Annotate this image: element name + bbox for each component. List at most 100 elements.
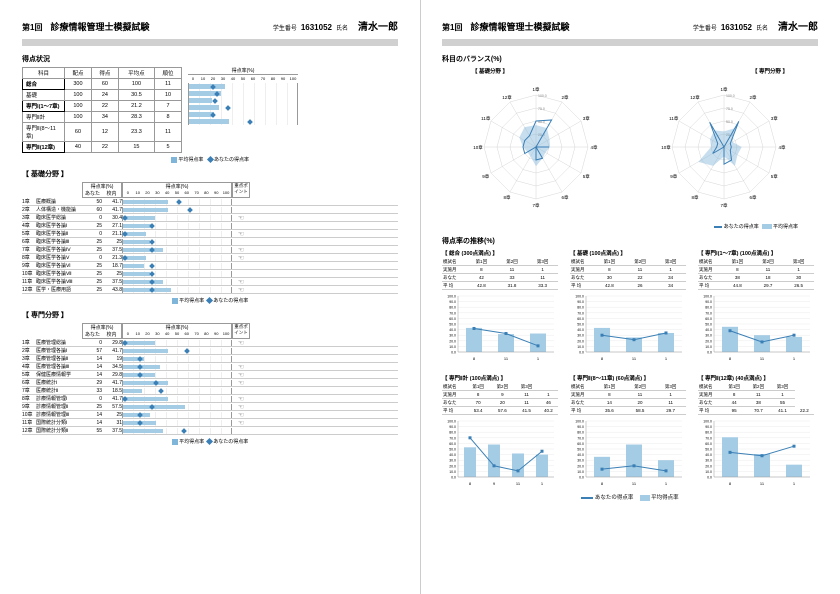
trend-chart: 【 専門Ⅱ計 (100点満点) 】模試名第1回第2回第3回 実施月89111 あ…: [442, 374, 558, 489]
svg-text:12章: 12章: [502, 94, 512, 101]
trend-section: 得点率の推移(%): [442, 236, 818, 246]
svg-text:20.0: 20.0: [577, 464, 584, 468]
svg-text:6章: 6章: [561, 194, 569, 201]
radar-basic: 1章2章3章4章5章6章7章8章9章10章11章12章25.050.075.01…: [466, 75, 606, 215]
svg-text:1: 1: [665, 356, 668, 361]
svg-text:40.0: 40.0: [449, 453, 456, 457]
svg-text:100.0: 100.0: [575, 420, 584, 424]
svg-text:0.0: 0.0: [707, 351, 712, 355]
svg-text:1: 1: [793, 356, 796, 361]
svg-text:30.0: 30.0: [449, 334, 456, 338]
svg-text:30.0: 30.0: [577, 459, 584, 463]
svg-text:10.0: 10.0: [449, 470, 456, 474]
svg-text:80.0: 80.0: [705, 306, 712, 310]
svg-text:0.0: 0.0: [451, 351, 456, 355]
svg-text:60.0: 60.0: [577, 442, 584, 446]
svg-text:60.0: 60.0: [449, 442, 456, 446]
svg-text:70.0: 70.0: [705, 311, 712, 315]
svg-text:75.0: 75.0: [538, 107, 545, 111]
svg-text:8: 8: [473, 356, 476, 361]
svg-text:8: 8: [729, 356, 732, 361]
svg-text:9章: 9章: [670, 173, 678, 180]
svg-text:9: 9: [493, 481, 496, 486]
svg-text:1章: 1章: [720, 86, 728, 93]
svg-text:20.0: 20.0: [577, 339, 584, 343]
student-id: 1631052: [301, 23, 332, 32]
svg-text:1: 1: [537, 356, 540, 361]
svg-text:11: 11: [760, 481, 765, 486]
svg-text:30.0: 30.0: [705, 459, 712, 463]
svg-text:0.0: 0.0: [579, 351, 584, 355]
separator-bar: [22, 39, 398, 46]
svg-text:75.0: 75.0: [726, 107, 733, 111]
svg-text:100.0: 100.0: [703, 295, 712, 299]
footer-legend: あなたの得点率 平均得点率: [442, 493, 818, 501]
svg-text:50.0: 50.0: [449, 448, 456, 452]
svg-text:90.0: 90.0: [449, 300, 456, 304]
svg-text:100.0: 100.0: [703, 420, 712, 424]
trend-chart: 【 総合 (300点満点) 】模試名第1回第2回第3回 実施月8111 あなた4…: [442, 249, 558, 364]
svg-text:8章: 8章: [691, 194, 699, 201]
svg-text:40.0: 40.0: [577, 328, 584, 332]
svg-text:40.0: 40.0: [577, 453, 584, 457]
svg-text:90.0: 90.0: [449, 425, 456, 429]
svg-text:4章: 4章: [590, 144, 598, 151]
svg-text:11: 11: [760, 356, 765, 361]
svg-text:0.0: 0.0: [579, 476, 584, 480]
summary-table: 科目配点得点平均点順位 総合3006010011基礎1002430.510専門Ⅰ…: [22, 67, 182, 153]
svg-text:12章: 12章: [690, 94, 700, 101]
svg-text:90.0: 90.0: [705, 300, 712, 304]
svg-text:1: 1: [541, 481, 544, 486]
trend-chart: 【 専門Ⅱ(12章) (40点満点) 】模試名第1回第2回第3回 実施月8111…: [698, 374, 814, 489]
svg-text:10.0: 10.0: [577, 345, 584, 349]
balance-section: 科目のバランス(%): [442, 54, 818, 64]
svg-text:10章: 10章: [661, 144, 671, 151]
svg-text:5章: 5章: [583, 173, 591, 180]
svg-text:50.0: 50.0: [705, 448, 712, 452]
svg-text:11: 11: [632, 356, 637, 361]
svg-text:20.0: 20.0: [705, 464, 712, 468]
svg-text:60.0: 60.0: [449, 317, 456, 321]
svg-text:20.0: 20.0: [449, 464, 456, 468]
svg-text:30.0: 30.0: [449, 459, 456, 463]
radar-specialty: 1章2章3章4章5章6章7章8章9章10章11章12章25.050.075.01…: [654, 75, 794, 215]
svg-text:10.0: 10.0: [449, 345, 456, 349]
svg-text:10.0: 10.0: [577, 470, 584, 474]
svg-text:70.0: 70.0: [449, 436, 456, 440]
svg-text:10.0: 10.0: [705, 345, 712, 349]
svg-text:50.0: 50.0: [726, 120, 733, 124]
svg-text:30.0: 30.0: [577, 334, 584, 338]
svg-text:100.0: 100.0: [575, 295, 584, 299]
svg-text:9章: 9章: [482, 173, 490, 180]
svg-text:7章: 7章: [720, 202, 728, 209]
svg-text:11章: 11章: [669, 115, 679, 122]
svg-text:40.0: 40.0: [449, 328, 456, 332]
svg-text:100.0: 100.0: [447, 295, 456, 299]
svg-text:1: 1: [793, 481, 796, 486]
svg-text:8: 8: [469, 481, 472, 486]
svg-text:80.0: 80.0: [577, 431, 584, 435]
svg-text:80.0: 80.0: [705, 431, 712, 435]
svg-text:20.0: 20.0: [705, 339, 712, 343]
svg-text:70.0: 70.0: [449, 311, 456, 315]
svg-text:11章: 11章: [481, 115, 491, 122]
svg-text:50.0: 50.0: [705, 323, 712, 327]
trend-chart: 【 専門Ⅰ(1～7章) (100点満点) 】模試名第1回第2回第3回 実施月81…: [698, 249, 814, 364]
basic-section: 【 基礎分野 】: [22, 169, 398, 179]
svg-text:8: 8: [729, 481, 732, 486]
svg-text:70.0: 70.0: [705, 436, 712, 440]
svg-text:6章: 6章: [749, 194, 757, 201]
svg-text:3章: 3章: [583, 115, 591, 122]
student-name: 清水一郎: [358, 18, 398, 33]
svg-text:60.0: 60.0: [577, 317, 584, 321]
svg-text:80.0: 80.0: [449, 306, 456, 310]
svg-text:10章: 10章: [473, 144, 483, 151]
svg-text:2章: 2章: [561, 94, 569, 101]
svg-text:80.0: 80.0: [449, 431, 456, 435]
svg-text:100.0: 100.0: [538, 94, 547, 98]
svg-text:4章: 4章: [778, 144, 786, 151]
svg-text:11: 11: [504, 356, 509, 361]
svg-text:8: 8: [601, 481, 604, 486]
svg-text:1章: 1章: [532, 86, 540, 93]
svg-text:100.0: 100.0: [447, 420, 456, 424]
